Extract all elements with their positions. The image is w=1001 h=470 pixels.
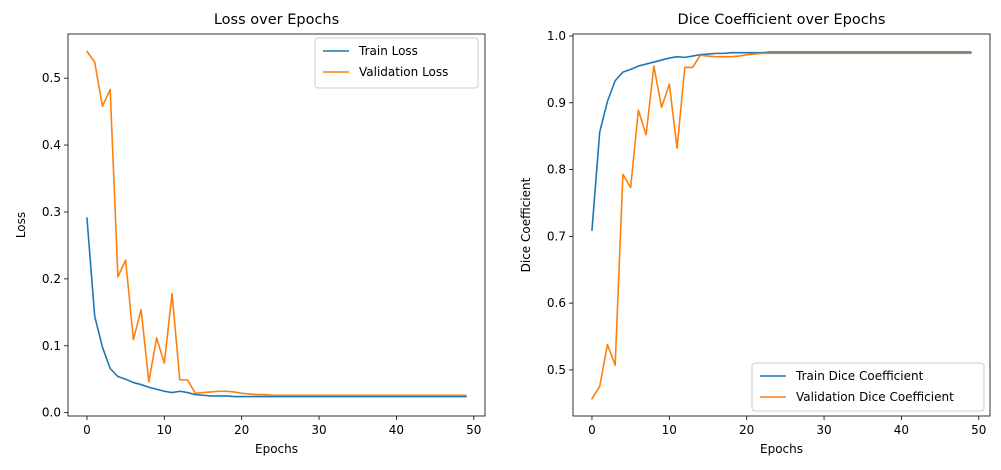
y-tick-label: 0.6: [547, 296, 566, 310]
chart-title: Dice Coefficient over Epochs: [678, 12, 886, 28]
legend-box: [314, 37, 479, 89]
legend: Train Dice Coefficient Validation Dice Co…: [751, 362, 985, 412]
x-tick-label: 30: [816, 423, 831, 437]
legend: Train Loss Validation Loss: [314, 37, 479, 89]
legend-label: Validation Loss: [359, 65, 448, 79]
x-tick-label: 50: [971, 423, 986, 437]
x-tick-label: 40: [894, 423, 909, 437]
x-tick-label: 50: [466, 423, 481, 437]
y-axis-title: Loss: [14, 212, 28, 238]
series-line-train: [86, 217, 467, 398]
x-tick-label: 20: [739, 423, 754, 437]
loss-chart: Loss over Epochs 0 10 20 30 40 50 0.0 0.1 0.2 0.3 0…: [14, 12, 486, 456]
x-tick-label: 30: [311, 423, 326, 437]
series-line-train: [591, 51, 972, 232]
dice-chart: Dice Coefficient over Epochs 0 10 20 30 40 50 0…: [519, 12, 991, 456]
y-tick-label: 0.1: [42, 339, 61, 353]
plot-area-frame: [67, 33, 486, 417]
y-tick-label: 1.0: [547, 29, 566, 43]
legend-label: Train Dice Coefficient: [795, 369, 924, 383]
x-tick-label: 10: [157, 423, 172, 437]
y-tick-label: 0.0: [42, 406, 61, 420]
y-tick-label: 0.4: [42, 138, 61, 152]
x-tick-label: 10: [662, 423, 677, 437]
x-tick-label: 0: [83, 423, 91, 437]
y-axis-title: Dice Coefficient: [519, 177, 533, 272]
y-tick-label: 0.9: [547, 96, 566, 110]
x-tick-label: 0: [588, 423, 596, 437]
plot-area-frame: [572, 33, 991, 417]
x-tick-label: 40: [389, 423, 404, 437]
x-axis-title: Epochs: [255, 442, 298, 456]
x-tick-label: 20: [234, 423, 249, 437]
legend-label: Train Loss: [358, 44, 418, 58]
x-axis-title: Epochs: [760, 442, 803, 456]
series-line-validation: [86, 50, 467, 397]
y-tick-label: 0.7: [547, 229, 566, 243]
y-tick-label: 0.5: [547, 363, 566, 377]
y-tick-label: 0.8: [547, 163, 566, 177]
series-line-validation: [591, 52, 972, 400]
legend-label: Validation Dice Coefficient: [796, 390, 954, 404]
y-tick-label: 0.2: [42, 272, 61, 286]
y-tick-label: 0.3: [42, 205, 61, 219]
chart-title: Loss over Epochs: [214, 12, 339, 28]
y-tick-label: 0.5: [42, 71, 61, 85]
legend-box: [751, 362, 985, 412]
